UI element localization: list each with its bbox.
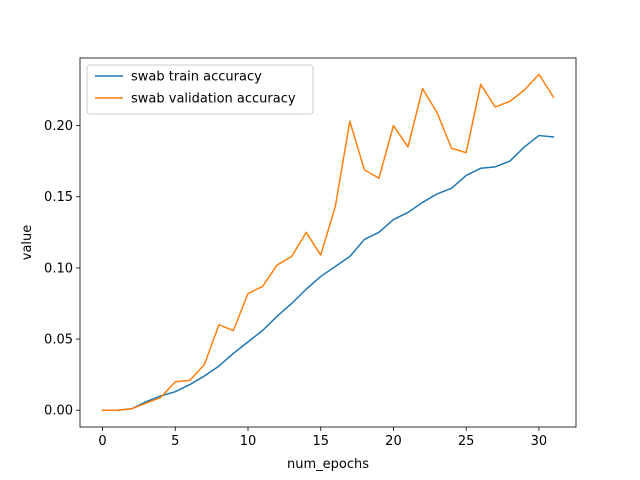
y-tick-label: 0.05 — [44, 333, 73, 348]
y-tick-label: 0.10 — [44, 261, 73, 276]
series-line-validation-accuracy — [101, 73, 555, 411]
y-axis-label: value — [20, 225, 35, 261]
x-axis-label: num_epochs — [287, 457, 369, 472]
x-tick-label: 0 — [98, 434, 106, 449]
plot-frame — [79, 57, 577, 428]
y-tick-label: 0.00 — [44, 404, 73, 419]
x-tick-label: 25 — [458, 434, 475, 449]
legend-box — [86, 64, 314, 115]
series-layer — [101, 73, 555, 411]
x-tick-label: 10 — [240, 434, 257, 449]
legend-label-validation: swab validation accuracy — [131, 92, 296, 107]
x-tick-label: 30 — [531, 434, 548, 449]
x-tick-label: 20 — [385, 434, 402, 449]
x-tick-label: 15 — [312, 434, 329, 449]
y-tick-label: 0.15 — [44, 190, 73, 205]
x-tick-label: 5 — [171, 434, 179, 449]
series-line-train-accuracy — [101, 134, 555, 411]
axes-layer: 0 5 10 15 20 25 30 0.00 0.05 0.10 0.15 0.20 — [44, 119, 547, 449]
y-tick-label: 0.20 — [44, 119, 73, 134]
legend: swab train accuracy swab validation accu… — [86, 64, 314, 115]
legend-label-train: swab train accuracy — [131, 70, 262, 85]
plot-area — [80, 58, 576, 427]
